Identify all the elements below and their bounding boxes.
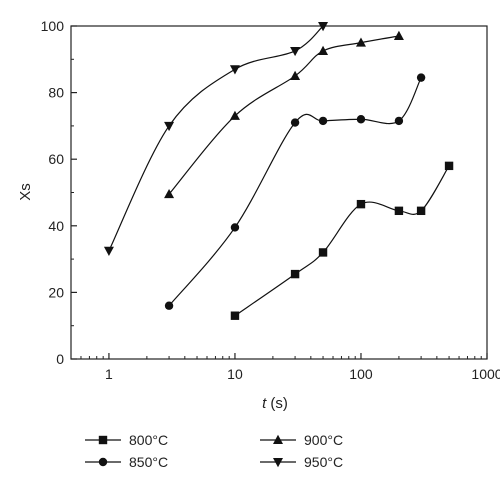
series-line [108,25,324,252]
data-point [356,115,366,124]
legend-marker [98,457,108,467]
data-point [394,116,404,126]
x-tick-label: 100 [349,366,373,382]
x-tick-label: 10 [227,366,243,382]
legend-marker [98,435,108,445]
data-point [229,110,240,120]
legend-label: 850°C [129,454,168,470]
data-point [164,121,175,132]
y-tick-label: 20 [48,284,64,300]
data-point [290,70,301,80]
data-point [290,269,300,279]
data-point [394,206,404,216]
series-line [234,165,450,317]
y-tick-label: 40 [48,218,64,234]
y-tick-label: 80 [48,85,64,101]
legend-marker [273,434,283,444]
data-point [164,301,174,310]
x-axis-label-unit: (s) [270,395,288,412]
data-point [416,206,426,216]
data-point [356,199,366,209]
legend-label: 950°C [304,454,343,470]
data-point [230,223,240,232]
data-point [416,73,426,82]
legend: 800°C 850°C 900°C 950°C [85,432,343,470]
x-axis-label: t (s) [262,395,288,412]
legend-label: 900°C [304,432,343,448]
legend-marker [273,458,283,468]
data-point [290,118,300,127]
y-tick-label: 100 [41,18,65,34]
data-point [103,246,114,256]
data-point [229,65,240,75]
x-tick-label: 1000 [471,366,500,382]
data-point [318,248,328,257]
plot-area: 0 20 40 60 80 100 1 10 100 1000 [41,18,500,382]
data-point [318,116,328,126]
data-point [355,37,366,47]
data-point [318,22,329,32]
data-point [290,46,301,57]
data-point [230,311,240,320]
data-point [318,45,329,55]
data-point [393,30,404,40]
x-tick-label: 1 [105,366,113,382]
legend-label: 800°C [129,432,168,448]
y-tick-label: 0 [56,351,64,367]
series-line [168,35,400,195]
y-axis-label: Xs [17,183,34,201]
data-point [444,161,454,171]
x-axis-label-variable: t [262,395,267,412]
y-tick-label: 60 [48,151,64,167]
data-point [164,188,175,199]
